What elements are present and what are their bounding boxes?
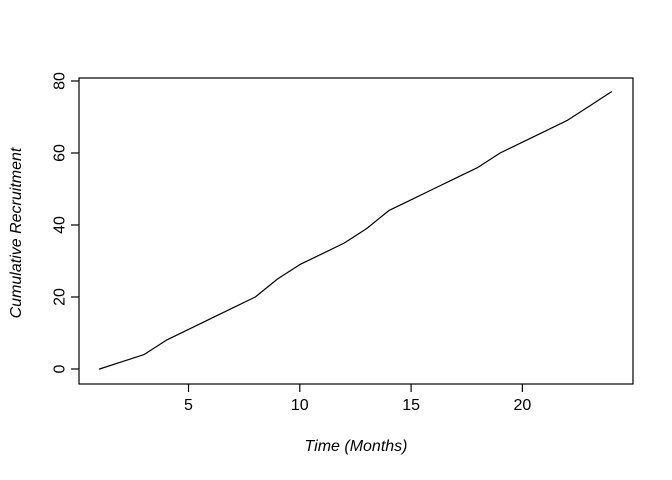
plot-border <box>78 77 634 385</box>
x-axis-title: Time (Months) <box>304 438 408 455</box>
y-tick-label: 80 <box>52 72 69 90</box>
x-tick-label: 20 <box>513 397 531 414</box>
y-tick-label: 60 <box>52 144 69 162</box>
x-tick-label: 10 <box>291 397 309 414</box>
y-axis-title: Cumulative Recruitment <box>8 147 25 319</box>
y-tick-label: 0 <box>52 364 69 373</box>
data-line <box>98 91 613 370</box>
y-tick-label: 40 <box>52 216 69 234</box>
x-tick-label: 15 <box>402 397 420 414</box>
x-tick-label: 5 <box>184 397 193 414</box>
y-tick-label: 20 <box>52 288 69 306</box>
